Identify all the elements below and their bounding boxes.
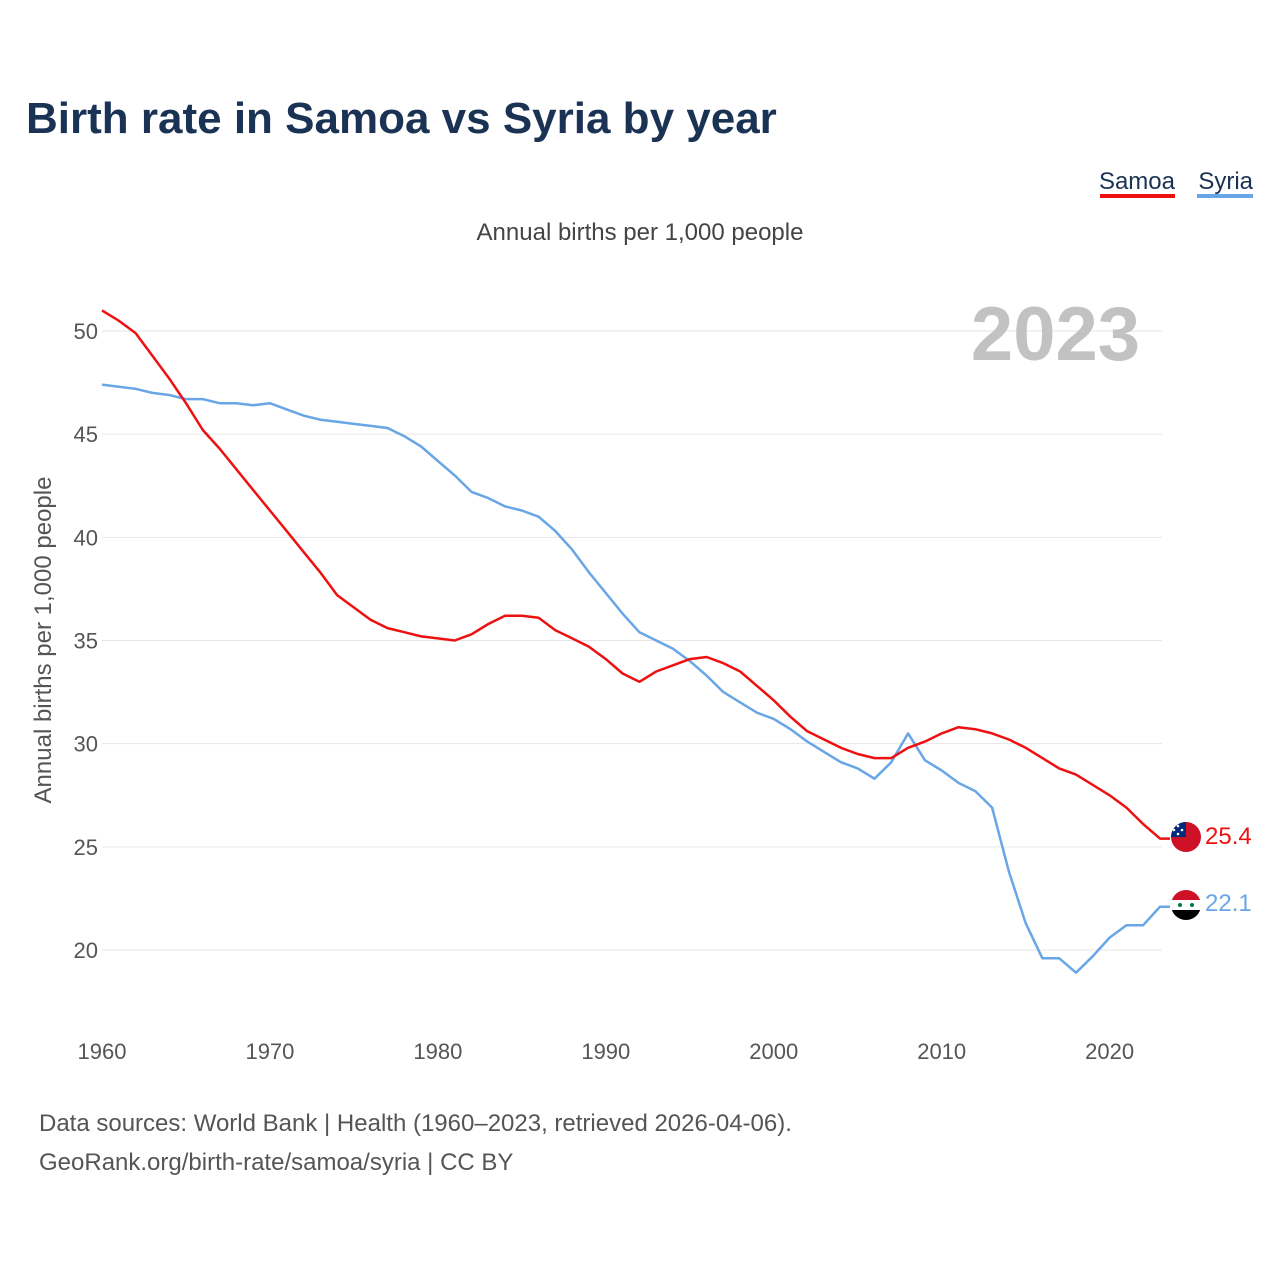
syria-flag-icon <box>1171 890 1201 920</box>
legend: Samoa Syria <box>1099 168 1254 198</box>
y-axis-ticks: 20 25 30 35 40 45 50 <box>74 319 98 963</box>
y-tick-label: 30 <box>74 732 98 757</box>
series-line-samoa <box>101 309 1170 840</box>
gridlines <box>102 330 1162 951</box>
chart-title: Birth rate in Samoa vs Syria by year <box>26 94 777 143</box>
credit-note[interactable]: GeoRank.org/birth-rate/samoa/syria | CC … <box>39 1149 513 1176</box>
y-tick-label: 25 <box>74 835 98 860</box>
chart-subtitle: Annual births per 1,000 people <box>477 219 804 246</box>
x-axis-ticks: 1960 1970 1980 1990 2000 2010 2020 <box>78 1039 1135 1064</box>
y-tick-label: 35 <box>74 629 98 654</box>
legend-label-syria: Syria <box>1198 168 1253 195</box>
legend-item-syria[interactable]: Syria <box>1197 168 1254 198</box>
x-tick-label: 1980 <box>413 1039 462 1064</box>
y-tick-label: 20 <box>74 938 98 963</box>
x-tick-label: 1970 <box>245 1039 294 1064</box>
legend-swatch-samoa <box>1100 194 1175 198</box>
samoa-flag-icon <box>1171 822 1201 852</box>
y-axis-label: Annual births per 1,000 people <box>30 477 57 804</box>
year-watermark: 2023 <box>971 292 1140 377</box>
source-note: Data sources: World Bank | Health (1960–… <box>39 1110 792 1137</box>
y-tick-label: 40 <box>74 525 98 550</box>
legend-label-samoa: Samoa <box>1099 168 1176 195</box>
legend-item-samoa[interactable]: Samoa <box>1099 168 1176 198</box>
y-tick-label: 45 <box>74 422 98 447</box>
x-tick-label: 1960 <box>78 1039 127 1064</box>
series-line-syria <box>101 383 1170 974</box>
x-tick-label: 2020 <box>1085 1039 1134 1064</box>
end-label-syria: 22.1 <box>1205 890 1252 917</box>
legend-swatch-syria <box>1197 194 1253 198</box>
end-label-samoa: 25.4 <box>1205 823 1252 850</box>
y-tick-label: 50 <box>74 319 98 344</box>
x-tick-label: 2000 <box>749 1039 798 1064</box>
x-tick-label: 2010 <box>917 1039 966 1064</box>
x-tick-label: 1990 <box>581 1039 630 1064</box>
